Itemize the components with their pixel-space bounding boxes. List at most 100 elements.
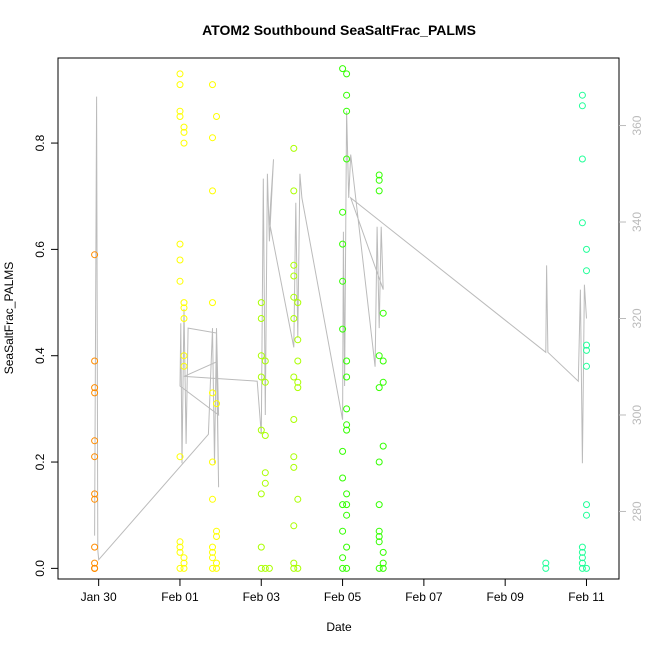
data-point — [91, 453, 99, 461]
data-point — [180, 304, 188, 312]
data-point — [583, 245, 590, 253]
data-point — [290, 564, 298, 572]
data-point — [375, 384, 383, 392]
data-point — [209, 187, 216, 195]
data-point — [379, 357, 387, 365]
data-point — [583, 564, 590, 572]
x-tick-label: Jan 30 — [81, 590, 117, 604]
data-point — [176, 538, 184, 546]
data-point — [578, 564, 586, 572]
data-point — [294, 336, 302, 344]
data-point — [375, 538, 383, 546]
data-point — [91, 495, 99, 503]
data-point — [290, 463, 298, 471]
data-point — [290, 187, 298, 195]
data-point — [91, 543, 99, 551]
data-point — [91, 384, 99, 392]
scatter-layer — [91, 65, 590, 572]
data-point — [213, 527, 220, 535]
y-tick-label: 0.6 — [33, 241, 47, 258]
data-point — [209, 458, 216, 466]
data-point — [180, 362, 188, 370]
data-point — [294, 384, 302, 392]
data-point — [290, 416, 298, 423]
y2-tick-label: 320 — [630, 308, 644, 328]
data-point — [176, 548, 184, 556]
data-point — [343, 543, 351, 551]
data-point — [91, 559, 99, 567]
data-point — [176, 543, 184, 551]
data-point — [91, 251, 99, 259]
data-point — [261, 357, 269, 365]
data-point — [180, 564, 188, 572]
data-point — [375, 458, 383, 466]
data-point — [339, 474, 347, 482]
y-tick-label: 0.4 — [33, 347, 47, 364]
data-point — [542, 564, 550, 572]
data-point — [375, 527, 383, 535]
data-point — [176, 113, 184, 120]
data-point — [339, 447, 347, 455]
data-point — [339, 501, 347, 509]
data-point — [257, 564, 265, 572]
data-point — [209, 548, 216, 556]
x-tick-label: Feb 11 — [568, 590, 605, 604]
y-tick-label: 0.0 — [33, 560, 47, 577]
data-point — [578, 543, 586, 551]
x-tick-label: Feb 09 — [486, 590, 524, 604]
data-point — [343, 155, 351, 163]
data-point — [290, 144, 298, 152]
data-point — [290, 559, 298, 567]
data-point — [257, 490, 265, 498]
data-point — [339, 325, 347, 333]
data-point — [209, 299, 216, 307]
data-point — [583, 346, 590, 354]
data-point — [176, 277, 184, 285]
data-point — [290, 272, 298, 280]
y2-axis: 280 300 320 340 360 — [619, 115, 644, 521]
data-point — [91, 564, 99, 572]
x-axis: Jan 30 Feb 01 Feb 03 Feb 05 Feb 07 Feb 09 Feb … — [81, 578, 605, 604]
data-point — [209, 389, 216, 397]
data-point — [290, 315, 298, 322]
data-point — [261, 469, 269, 477]
data-point — [578, 102, 586, 110]
data-point — [294, 357, 302, 365]
data-point — [343, 91, 351, 99]
data-point — [180, 299, 188, 307]
data-point — [343, 357, 351, 365]
data-point — [290, 261, 298, 269]
data-point — [180, 554, 188, 562]
data-point — [343, 373, 351, 381]
data-point — [375, 501, 383, 509]
data-point — [290, 373, 298, 381]
x-tick-label: Feb 07 — [405, 590, 443, 604]
data-point — [180, 139, 188, 147]
data-point — [343, 107, 351, 115]
data-point — [583, 341, 590, 349]
y2-tick-label: 340 — [630, 212, 644, 232]
data-point — [257, 315, 265, 322]
data-point — [180, 559, 188, 567]
data-point — [209, 134, 216, 142]
data-point — [176, 564, 184, 572]
data-point — [339, 554, 347, 562]
data-point — [379, 559, 387, 567]
data-point — [91, 437, 99, 445]
data-point — [176, 256, 184, 264]
data-point — [176, 240, 184, 248]
data-point — [379, 309, 387, 317]
data-point — [343, 490, 351, 498]
data-point — [578, 155, 586, 163]
data-point — [261, 564, 269, 572]
data-point — [209, 495, 216, 503]
data-point — [265, 564, 273, 572]
data-point — [257, 299, 265, 307]
data-point — [261, 479, 269, 487]
data-point — [294, 495, 302, 503]
data-point — [375, 176, 383, 184]
data-point — [583, 511, 590, 519]
data-point — [290, 522, 298, 530]
data-point — [375, 533, 383, 540]
